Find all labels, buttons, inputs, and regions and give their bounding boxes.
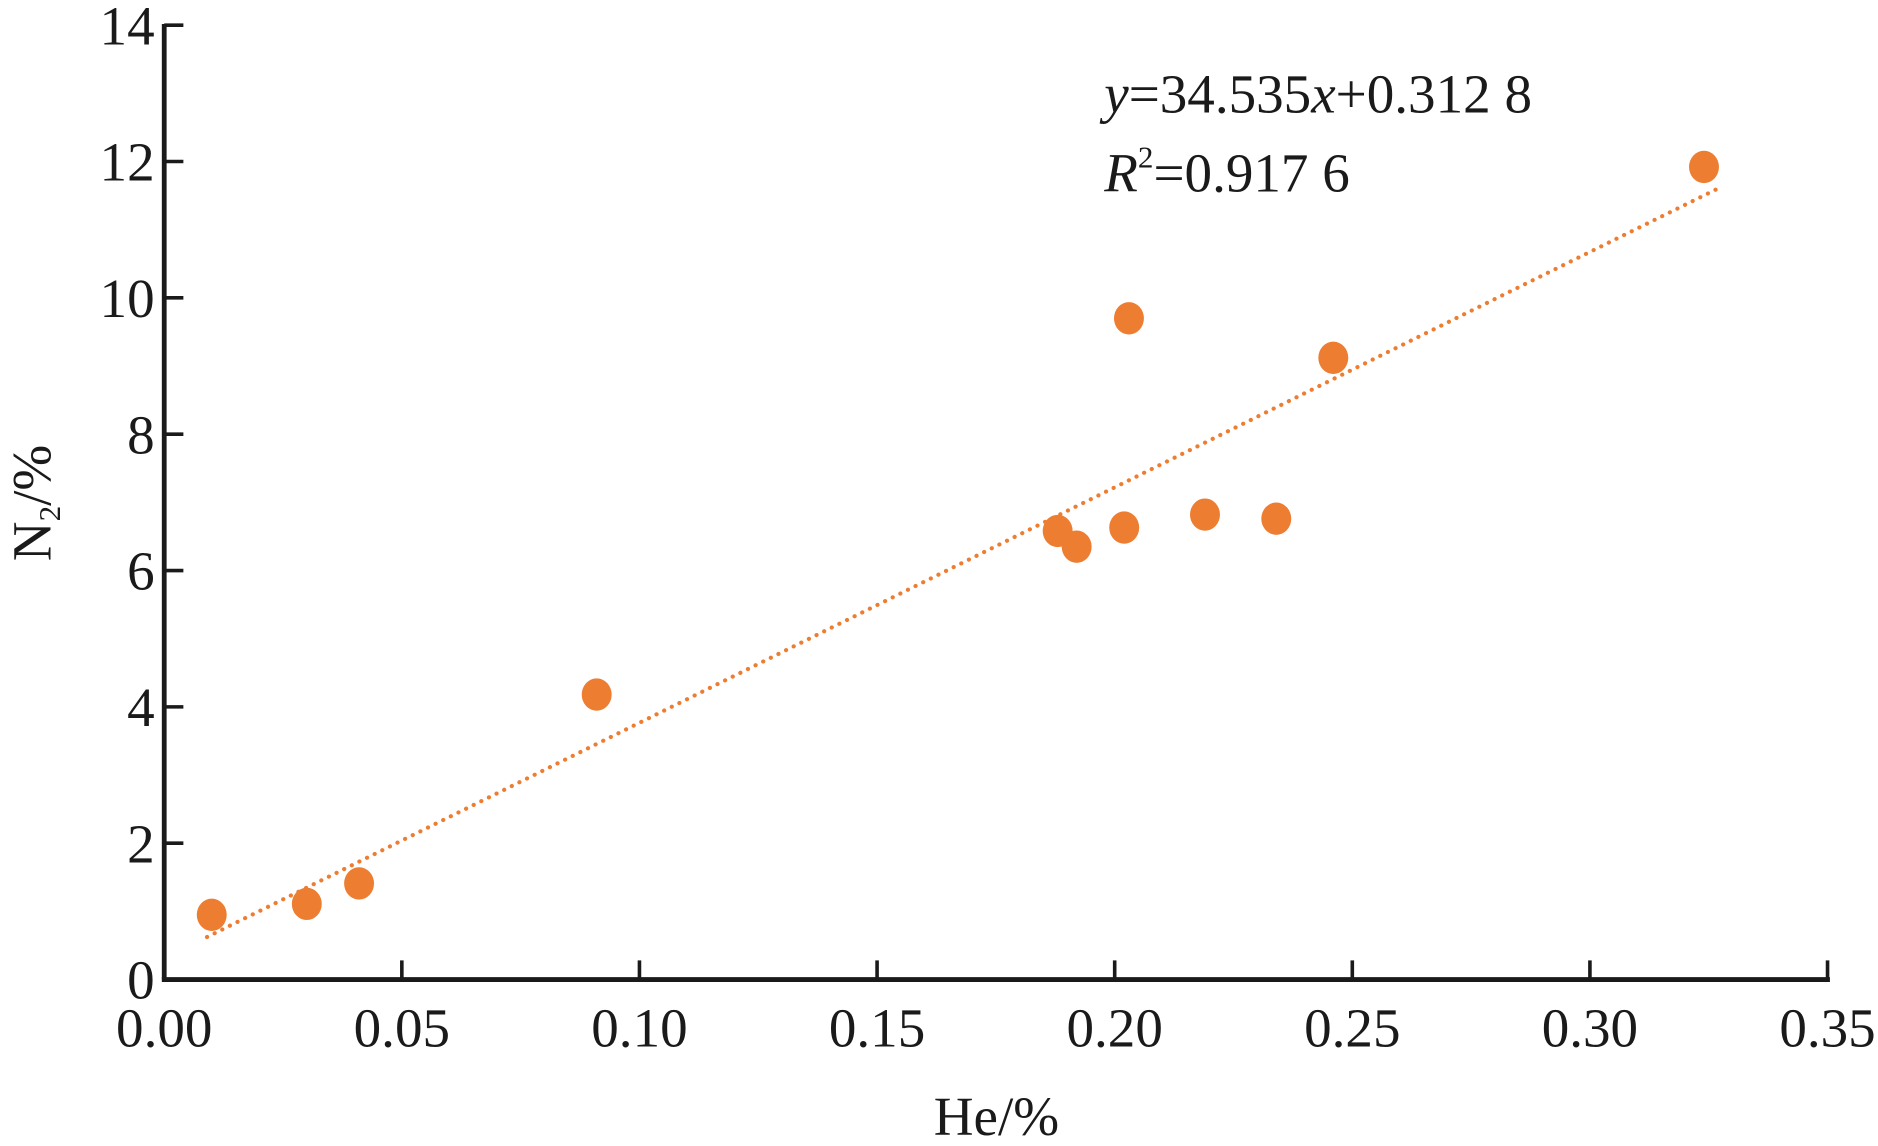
x-tick-label: 0.05 [354,998,450,1059]
y-tick-label: 8 [127,404,155,465]
x-tick-label: 0.35 [1779,998,1875,1059]
x-tick-label: 0.30 [1542,998,1638,1059]
y-axis-label: N2/% [1,445,67,562]
y-tick-label: 4 [127,677,155,738]
x-axis-label: He/% [934,1086,1059,1146]
data-point [344,867,375,900]
x-tick-label: 0.15 [829,998,925,1059]
x-tick-label: 0.00 [116,998,212,1059]
x-tick-label: 0.20 [1066,998,1162,1059]
data-point [1318,341,1349,374]
data-point [1689,150,1719,184]
y-tick-label: 12 [100,132,155,193]
data-point [196,898,227,931]
r-squared-label: R2=0.917 6 [1103,140,1350,204]
svg-text:N2/%: N2/% [1,445,67,562]
trendline [204,186,1721,940]
y-tick-label: 0 [127,950,155,1011]
y-tick-label: 10 [100,268,155,329]
data-point [1109,511,1140,544]
data-point [1261,502,1292,535]
x-tick-label: 0.25 [1304,998,1400,1059]
data-point [291,887,322,921]
data-point [1061,530,1092,563]
data-point [1113,302,1144,335]
y-tick-label: 14 [100,0,155,56]
regression-equation: y=34.535x+0.312 8 [1099,64,1532,125]
y-tick-label: 2 [127,813,155,874]
data-point [581,678,612,711]
x-tick-label: 0.10 [591,998,687,1059]
y-tick-label: 6 [127,541,155,602]
data-point [1190,498,1220,531]
